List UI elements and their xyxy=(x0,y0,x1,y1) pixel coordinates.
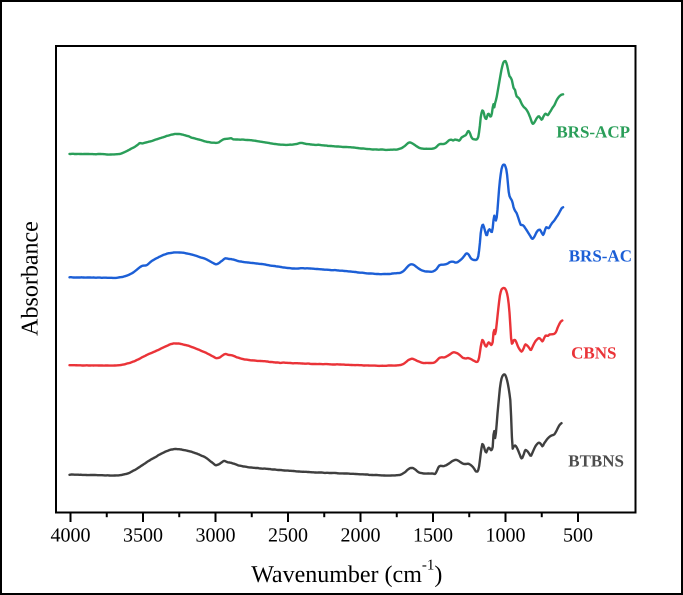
svg-text:500: 500 xyxy=(563,525,593,547)
svg-text:Absorbance: Absorbance xyxy=(18,221,44,336)
svg-text:BRS-ACP: BRS-ACP xyxy=(556,122,630,141)
svg-text:2500: 2500 xyxy=(268,525,308,547)
svg-text:3500: 3500 xyxy=(123,525,163,547)
svg-text:BTBNS: BTBNS xyxy=(568,452,624,471)
svg-text:2000: 2000 xyxy=(341,525,381,547)
svg-text:Wavenumber (cm-1): Wavenumber (cm-1) xyxy=(251,557,442,588)
svg-text:1500: 1500 xyxy=(413,525,453,547)
svg-text:BRS-AC: BRS-AC xyxy=(569,246,632,265)
svg-text:3000: 3000 xyxy=(196,525,236,547)
svg-text:CBNS: CBNS xyxy=(571,344,616,363)
svg-text:4000: 4000 xyxy=(51,525,91,547)
svg-text:1000: 1000 xyxy=(486,525,526,547)
